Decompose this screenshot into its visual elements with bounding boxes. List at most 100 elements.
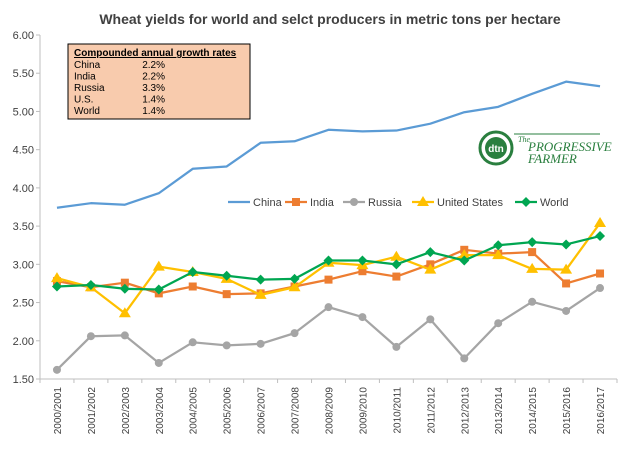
growth-rate-box xyxy=(67,43,251,120)
growth-rate-value: 2.2% xyxy=(142,72,165,83)
russia-point xyxy=(494,319,503,328)
united-states-point xyxy=(492,249,505,260)
world-point xyxy=(493,240,504,251)
dtn-badge-text: dtn xyxy=(488,144,504,155)
growth-rate-value: 2.2% xyxy=(142,60,165,71)
y-tick-label: 4.00 xyxy=(13,183,34,195)
india-point xyxy=(528,248,537,257)
world-point xyxy=(561,239,572,250)
y-tick-label: 5.00 xyxy=(13,106,34,118)
x-tick-label: 2001/2002 xyxy=(87,387,98,435)
united-states-point xyxy=(288,281,301,292)
world-point xyxy=(459,255,470,266)
world-point xyxy=(425,247,436,258)
united-states-point xyxy=(594,217,607,228)
world-point xyxy=(323,255,334,266)
legend-item-india: India xyxy=(285,197,335,209)
growth-rate-rows: China 2.2% India 2.2% Russia 3.3% U.S. 1.4% Worl… xyxy=(74,60,165,117)
legend-marker-world xyxy=(521,197,531,207)
x-tick-label: 2008/2009 xyxy=(325,387,336,435)
united-states-point xyxy=(254,288,267,299)
y-tick-label: 2.00 xyxy=(13,336,34,348)
growth-rate-title: Compounded annual growth rates xyxy=(74,48,237,59)
india-point xyxy=(222,290,231,299)
chart-title: Wheat yields for world and selct produce… xyxy=(99,11,561,27)
series-world xyxy=(51,231,606,295)
india-point xyxy=(596,269,605,278)
y-tick-label: 4.50 xyxy=(13,145,34,157)
legend-marker-india xyxy=(292,198,300,206)
russia-point xyxy=(596,284,605,293)
x-tick-label: 2010/2011 xyxy=(392,387,403,434)
x-tick-label: 2000/2001 xyxy=(53,387,64,435)
y-tick-label: 2.50 xyxy=(13,298,34,310)
x-tick-label: 2007/2008 xyxy=(291,387,302,435)
legend-item-russia: Russia xyxy=(343,197,403,209)
world-point xyxy=(187,266,198,277)
x-tick-label: 2016/2017 xyxy=(596,387,607,435)
china-line xyxy=(56,80,601,209)
growth-rate-value: 1.4% xyxy=(142,106,165,117)
united-states-point xyxy=(526,262,539,273)
growth-rate-country: China xyxy=(74,60,101,71)
india-point xyxy=(562,279,571,288)
russia-point xyxy=(426,315,435,324)
legend-label-world: World xyxy=(540,197,569,209)
russia-point xyxy=(86,332,95,341)
y-tick-label: 6.00 xyxy=(13,30,34,42)
x-tick-label: 2012/2013 xyxy=(460,387,471,435)
russia-point xyxy=(222,341,231,350)
legend: China India Russia United States World xyxy=(228,196,569,209)
growth-rate-value: 3.3% xyxy=(142,83,165,94)
world-point xyxy=(255,274,266,285)
russia-point xyxy=(358,313,367,322)
y-tick-label: 3.50 xyxy=(13,221,34,233)
growth-rate-annotation: Compounded annual growth rates China 2.2%… xyxy=(67,43,251,120)
world-point xyxy=(289,273,300,284)
legend-item-world: World xyxy=(515,197,569,209)
growth-rate-value: 1.4% xyxy=(142,95,165,106)
y-tick-label: 3.00 xyxy=(13,259,34,271)
india-point xyxy=(392,272,401,281)
russia-point xyxy=(290,329,299,338)
world-point xyxy=(595,231,606,242)
x-tick-label: 2004/2005 xyxy=(189,387,200,435)
russia-point xyxy=(562,306,571,315)
logo-line-1: The xyxy=(518,135,530,144)
x-tick-label: 2003/2004 xyxy=(155,387,166,435)
russia-point xyxy=(188,338,197,347)
legend-item-united-states: United States xyxy=(412,196,504,209)
world-point xyxy=(119,283,130,294)
legend-item-china: China xyxy=(228,197,283,209)
russia-point xyxy=(154,358,163,367)
growth-rate-country: Russia xyxy=(74,83,105,94)
legend-marker-russia xyxy=(350,198,358,206)
world-point xyxy=(153,284,164,295)
logo-line-2: PROGRESSIVE xyxy=(527,139,612,154)
russia-point xyxy=(460,354,469,363)
y-tick-label: 5.50 xyxy=(13,68,34,80)
x-tick-label: 2011/2012 xyxy=(426,387,437,434)
legend-label-russia: Russia xyxy=(368,197,403,209)
x-tick-label: 2005/2006 xyxy=(223,387,234,435)
series-russia xyxy=(52,284,605,374)
x-tick-label: 2002/2003 xyxy=(121,387,132,435)
legend-label-china: China xyxy=(253,197,283,209)
axes: 1.50 2.00 2.50 3.00 3.50 4.00 4.50 5.00 5.50 6.00… xyxy=(13,30,618,435)
united-states-point xyxy=(458,249,471,260)
logo-line-3: FARMER xyxy=(527,151,577,166)
united-states-point xyxy=(152,260,165,271)
world-point xyxy=(391,259,402,270)
series-layer xyxy=(50,80,607,374)
world-point xyxy=(51,281,62,292)
india-point xyxy=(188,282,197,291)
world-point xyxy=(527,237,538,248)
x-tick-label: 2013/2014 xyxy=(494,387,505,435)
x-tick-label: 2015/2016 xyxy=(562,387,573,435)
india-point xyxy=(120,278,129,287)
world-point xyxy=(221,270,232,281)
x-tick-label: 2009/2010 xyxy=(358,387,369,435)
dtn-progressive-farmer-logo: dtn The PROGRESSIVE FARMER xyxy=(478,130,612,166)
world-point xyxy=(357,255,368,266)
